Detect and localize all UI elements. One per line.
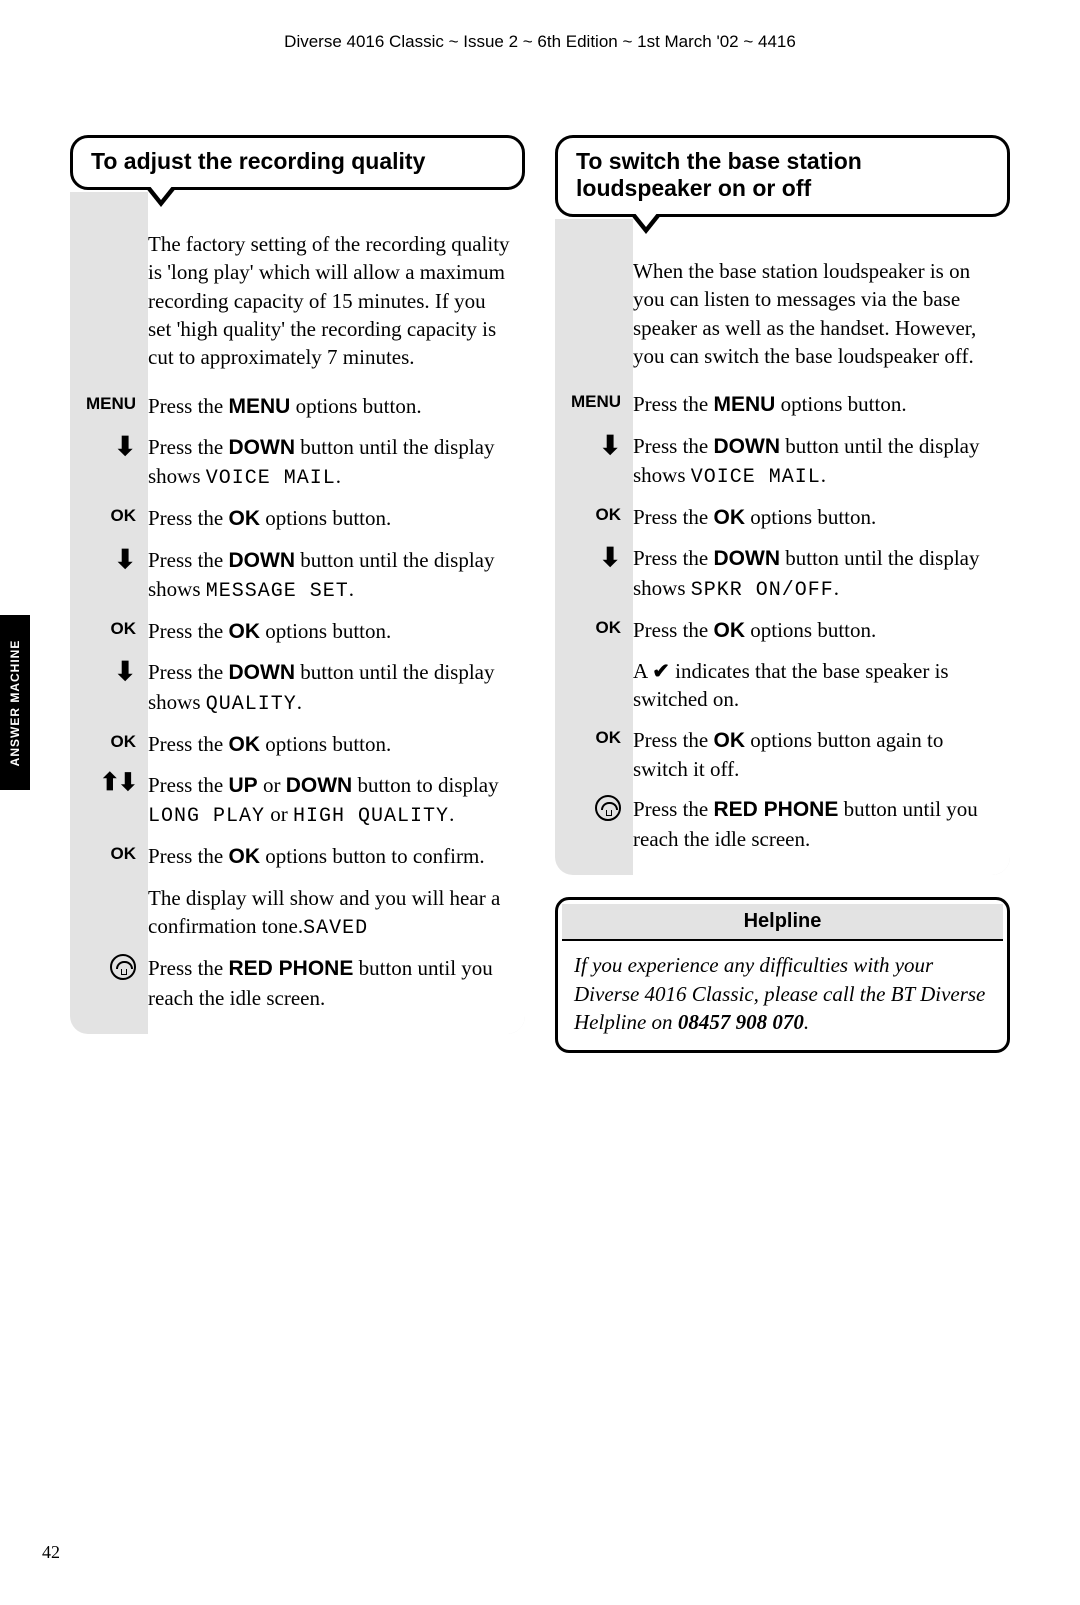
step-text: Press the DOWN button until the display … (148, 433, 525, 492)
instruction-step: OKPress the OK options button. (70, 611, 525, 652)
step-text: Press the OK options button again to swi… (633, 726, 1010, 784)
intro-text: When the base station loudspeaker is on … (633, 253, 1010, 378)
step-text: Press the DOWN button until the display … (148, 546, 525, 605)
instruction-step: OKPress the OK options button to confirm… (70, 836, 525, 877)
down-arrow-icon: ⬇ (114, 656, 136, 686)
helpline-box: Helpline If you experience any difficult… (555, 897, 1010, 1053)
step-text: Press the RED PHONE button until you rea… (148, 954, 525, 1012)
instruction-step: Press the RED PHONE button until you rea… (70, 948, 525, 1018)
step-label: OK (555, 726, 633, 748)
step-label: OK (70, 504, 148, 526)
instruction-step: The display will show and you will hear … (70, 878, 525, 948)
check-icon: ✔ (652, 659, 670, 683)
instruction-step: ⬇ Press the DOWN button until the display… (70, 540, 525, 611)
intro-step: The factory setting of the recording qua… (70, 220, 525, 386)
left-body: The factory setting of the recording qua… (70, 192, 525, 1034)
section-tab: ANSWER MACHINE (0, 615, 30, 790)
step-text: Press the RED PHONE button until you rea… (633, 795, 1010, 853)
step-text: Press the UP or DOWN button to display L… (148, 771, 525, 830)
instruction-step: MENUPress the MENU options button. (70, 386, 525, 427)
step-label (555, 657, 633, 659)
down-arrow-icon: ⬇ (599, 542, 621, 572)
step-text: Press the DOWN button until the display … (633, 544, 1010, 603)
down-arrow-icon: ⬇ (114, 544, 136, 574)
step-text: Press the DOWN button until the display … (633, 432, 1010, 491)
step-text: Press the MENU options button. (148, 392, 525, 421)
intro-step: When the base station loudspeaker is on … (555, 247, 1010, 384)
instruction-step: OKPress the OK options button again to s… (555, 720, 1010, 790)
instruction-step: ⬇ Press the DOWN button until the display… (555, 538, 1010, 609)
instruction-step: OKPress the OK options button. (555, 610, 1010, 651)
step-text: The display will show and you will hear … (148, 884, 525, 942)
step-text: Press the OK options button. (148, 730, 525, 759)
step-text: Press the OK options button. (148, 504, 525, 533)
step-text: Press the OK options button. (633, 503, 1010, 532)
down-arrow-icon: ⬇ (114, 431, 136, 461)
phone-icon (110, 954, 136, 980)
step-label: MENU (70, 392, 148, 414)
instruction-step: ⬇ Press the DOWN button until the display… (555, 426, 1010, 497)
speech-tail-icon (145, 187, 177, 207)
step-label: OK (70, 842, 148, 864)
content-columns: To adjust the recording quality The fact… (70, 135, 1010, 1053)
instruction-step: ⬆⬇ Press the UP or DOWN button to display… (70, 765, 525, 836)
phone-icon (595, 795, 621, 821)
instruction-step: ⬇ Press the DOWN button until the display… (70, 652, 525, 723)
down-arrow-icon: ⬇ (599, 430, 621, 460)
page-number: 42 (42, 1542, 60, 1563)
instruction-step: ⬇ Press the DOWN button until the display… (70, 427, 525, 498)
step-text: Press the OK options button. (148, 617, 525, 646)
instruction-step: Press the RED PHONE button until you rea… (555, 789, 1010, 859)
step-text: Press the OK options button to confirm. (148, 842, 525, 871)
step-label (70, 884, 148, 886)
step-text: A ✔ indicates that the base speaker is s… (633, 657, 1010, 714)
step-label: OK (555, 503, 633, 525)
step-label: OK (70, 730, 148, 752)
step-label: OK (70, 617, 148, 639)
instruction-step: OKPress the OK options button. (555, 497, 1010, 538)
left-column: To adjust the recording quality The fact… (70, 135, 525, 1053)
instruction-step: OKPress the OK options button. (70, 498, 525, 539)
left-title: To adjust the recording quality (70, 135, 525, 190)
up-down-arrows-icon: ⬆⬇ (100, 769, 136, 796)
instruction-step: A ✔ indicates that the base speaker is s… (555, 651, 1010, 720)
right-column: To switch the base station loudspeaker o… (555, 135, 1010, 1053)
step-text: Press the OK options button. (633, 616, 1010, 645)
step-text: Press the MENU options button. (633, 390, 1010, 419)
step-label: OK (555, 616, 633, 638)
speech-tail-icon (630, 214, 662, 234)
instruction-step: MENUPress the MENU options button. (555, 384, 1010, 425)
intro-text: The factory setting of the recording qua… (148, 226, 525, 380)
helpline-body: If you experience any difficulties with … (558, 941, 1007, 1050)
helpline-title: Helpline (562, 904, 1003, 941)
right-body: When the base station loudspeaker is on … (555, 219, 1010, 875)
right-title: To switch the base station loudspeaker o… (555, 135, 1010, 217)
document-header: Diverse 4016 Classic ~ Issue 2 ~ 6th Edi… (0, 32, 1080, 52)
instruction-step: OKPress the OK options button. (70, 724, 525, 765)
step-text: Press the DOWN button until the display … (148, 658, 525, 717)
step-label: MENU (555, 390, 633, 412)
